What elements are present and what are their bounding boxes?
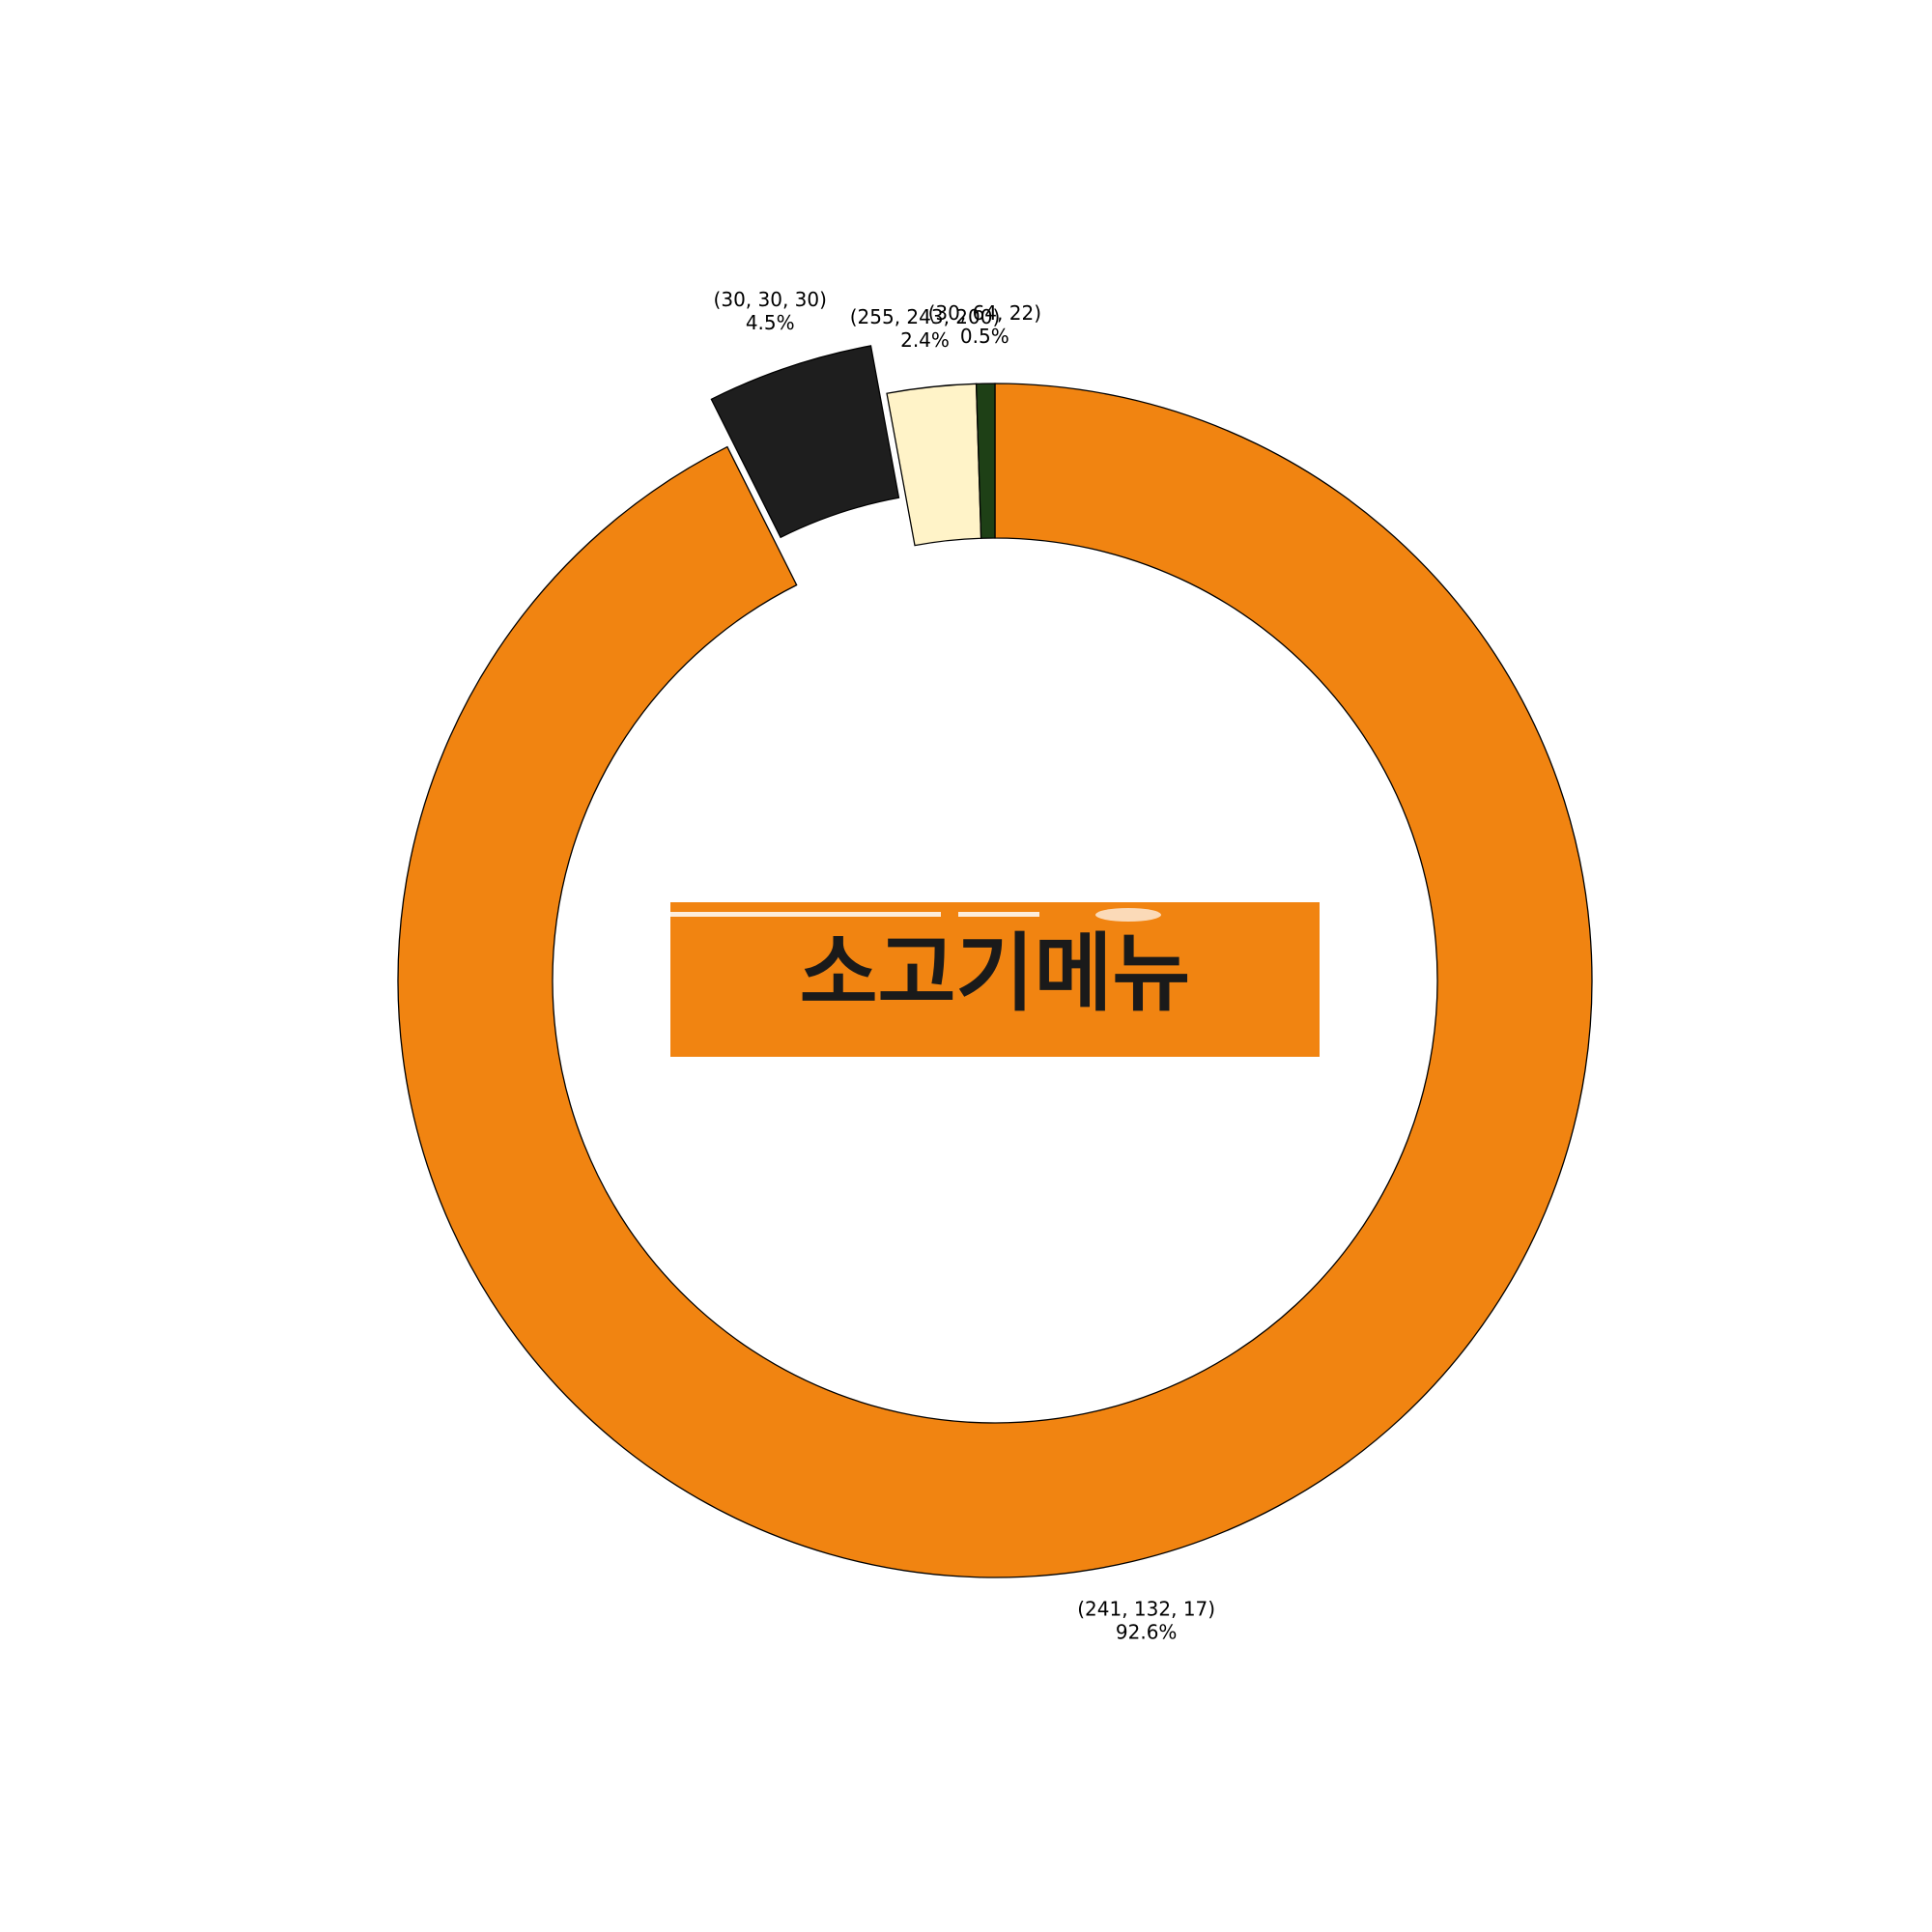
center-image: 소고기메뉴	[670, 902, 1320, 1057]
center-image-text: 소고기메뉴	[800, 923, 1191, 1023]
slice-label: (30, 30, 30) 4.5%	[714, 288, 827, 334]
slice-label-percent: 92.6%	[1116, 1621, 1178, 1644]
slice-label: (255, 243, 200) 2.4%	[850, 305, 1001, 352]
slice-label-name: (241, 132, 17)	[1077, 1598, 1215, 1621]
slice-label-name: (30, 30, 30)	[714, 288, 827, 311]
slices-layer	[397, 345, 1593, 1578]
center-image-highlight	[670, 912, 941, 917]
center-image-highlight	[958, 912, 1039, 917]
slice-label-name: (255, 243, 200)	[850, 305, 1001, 328]
slice-label-name: (30, 64, 22)	[928, 301, 1041, 325]
slice-label-percent: 4.5%	[746, 311, 795, 334]
slice-label-percent: 0.5%	[960, 325, 1009, 348]
donut-slice	[975, 383, 996, 539]
slice-label-percent: 2.4%	[900, 328, 950, 352]
donut-slice	[397, 383, 1593, 1578]
donut-slice	[886, 383, 982, 547]
slice-label: (30, 64, 22) 0.5%	[928, 301, 1041, 348]
center-image-highlight	[1095, 908, 1161, 922]
donut-slice	[710, 345, 900, 539]
labels-layer: (241, 132, 17) 92.6% (30, 30, 30) 4.5% (255,…	[714, 288, 1216, 1644]
center-image-background	[670, 902, 1320, 1057]
slice-label: (241, 132, 17) 92.6%	[1077, 1598, 1215, 1644]
